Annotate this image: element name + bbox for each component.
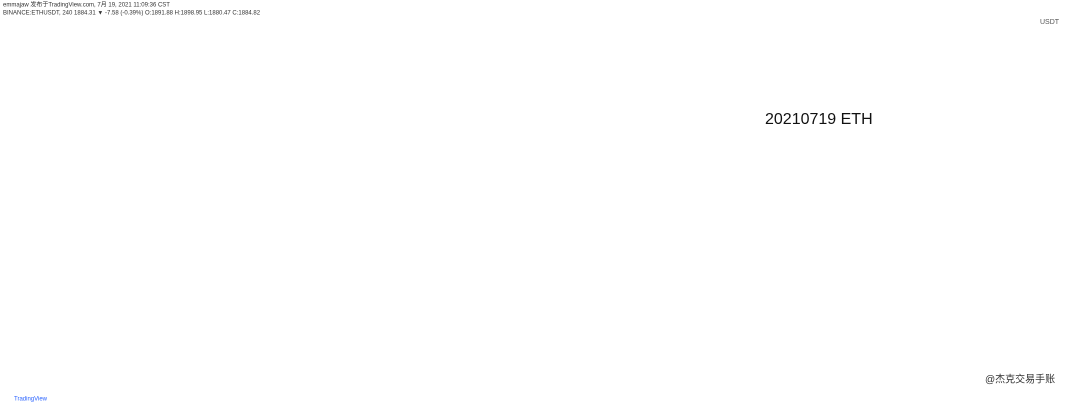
brand: @杰克交易手账 (985, 373, 1055, 386)
annotation: 20210719 ETH (765, 111, 873, 128)
axis-unit: USDT (1040, 19, 1060, 26)
footer-logo: TradingView (14, 397, 48, 403)
header-line: emmajaw 发布于TradingView.com, 7月 19, 2021 … (3, 1, 170, 9)
header-line: BINANCE:ETHUSDT, 240 1884.31 ▼ -7.58 (-0… (3, 11, 261, 17)
